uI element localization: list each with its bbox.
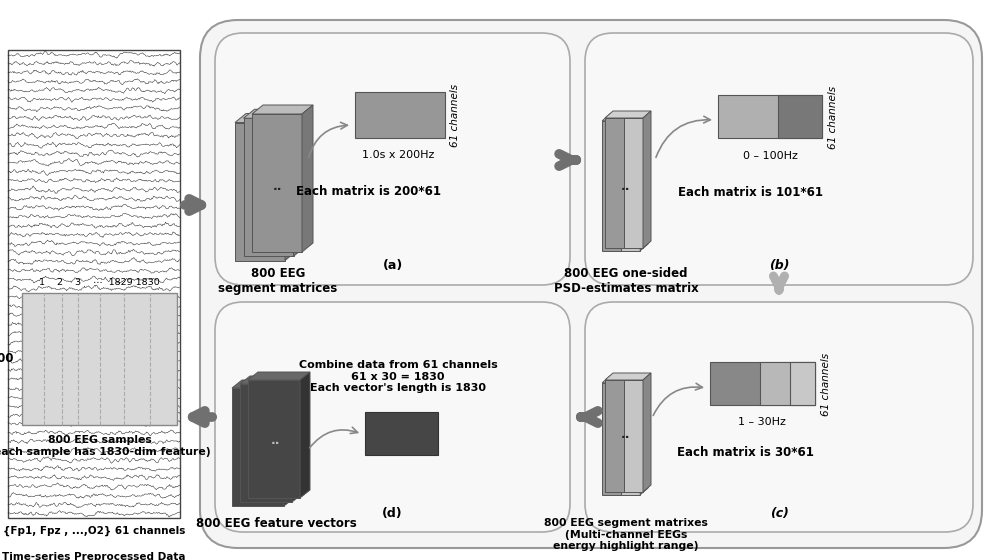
Polygon shape (244, 109, 304, 118)
Text: Each matrix is 30*61: Each matrix is 30*61 (677, 446, 813, 459)
Polygon shape (621, 383, 640, 495)
Polygon shape (602, 121, 621, 251)
Text: Combine data from 61 channels
61 x 30 = 1830
Each vector's length is 1830: Combine data from 61 channels 61 x 30 = … (299, 360, 497, 393)
FancyBboxPatch shape (8, 50, 180, 518)
Polygon shape (643, 111, 651, 248)
Text: 1.0s x 200Hz: 1.0s x 200Hz (362, 150, 434, 160)
Polygon shape (640, 376, 648, 495)
Polygon shape (285, 114, 296, 260)
Text: 800 EEG one-sided
PSD-estimates matrix: 800 EEG one-sided PSD-estimates matrix (554, 267, 698, 295)
Polygon shape (605, 380, 624, 492)
Polygon shape (232, 388, 284, 506)
FancyBboxPatch shape (585, 302, 973, 532)
Polygon shape (605, 111, 651, 118)
Text: (b): (b) (769, 259, 789, 272)
Text: Each matrix is 200*61: Each matrix is 200*61 (296, 185, 440, 198)
Text: 1 – 30Hz: 1 – 30Hz (738, 417, 786, 427)
Text: 800 EEG feature vectors: 800 EEG feature vectors (196, 517, 356, 530)
Polygon shape (355, 92, 445, 138)
Text: ..: .. (271, 433, 281, 446)
Polygon shape (300, 372, 310, 498)
Text: Time-series Preprocessed Data: Time-series Preprocessed Data (2, 552, 186, 560)
Text: (a): (a) (382, 259, 403, 272)
Polygon shape (778, 95, 822, 138)
Polygon shape (294, 109, 304, 256)
FancyBboxPatch shape (22, 293, 177, 425)
Polygon shape (605, 373, 651, 380)
Text: {Fp1, Fpz , ...,O2} 61 channels: {Fp1, Fpz , ...,O2} 61 channels (3, 526, 185, 536)
Polygon shape (624, 380, 643, 492)
Text: (d): (d) (382, 507, 403, 520)
Polygon shape (605, 118, 624, 248)
Polygon shape (240, 384, 292, 502)
Text: (c): (c) (770, 507, 788, 520)
Polygon shape (252, 105, 313, 114)
Text: 1    2    3    ⋯  1829 1830: 1 2 3 ⋯ 1829 1830 (39, 278, 160, 287)
Polygon shape (710, 362, 815, 405)
Polygon shape (718, 95, 822, 138)
FancyBboxPatch shape (215, 302, 570, 532)
Text: 0 – 100Hz: 0 – 100Hz (743, 151, 797, 161)
Text: 61 channels: 61 channels (828, 86, 838, 148)
Polygon shape (302, 105, 313, 252)
Text: 800 EEG segment matrixes
(Multi-channel EEGs
energy highlight range): 800 EEG segment matrixes (Multi-channel … (544, 518, 708, 551)
Polygon shape (232, 380, 294, 388)
Text: 61 channels: 61 channels (450, 83, 460, 147)
Polygon shape (244, 118, 294, 256)
FancyBboxPatch shape (200, 20, 982, 548)
FancyBboxPatch shape (215, 33, 570, 285)
Polygon shape (248, 380, 300, 498)
Polygon shape (235, 114, 296, 123)
Text: ..: .. (621, 180, 631, 193)
Polygon shape (248, 372, 310, 380)
Text: ..: .. (621, 428, 631, 441)
Polygon shape (602, 383, 621, 495)
Polygon shape (602, 376, 648, 383)
Polygon shape (365, 412, 438, 455)
Polygon shape (621, 121, 640, 251)
Text: Each matrix is 101*61: Each matrix is 101*61 (678, 186, 822, 199)
Polygon shape (760, 362, 815, 405)
Polygon shape (643, 373, 651, 492)
Polygon shape (790, 362, 815, 405)
Polygon shape (602, 114, 648, 121)
Polygon shape (252, 114, 302, 252)
Polygon shape (640, 114, 648, 251)
Polygon shape (292, 376, 302, 502)
Text: 800 EEG samples
(each sample has 1830-dim feature): 800 EEG samples (each sample has 1830-di… (0, 435, 210, 456)
FancyBboxPatch shape (585, 33, 973, 285)
Text: 61 channels: 61 channels (821, 352, 831, 416)
Polygon shape (235, 123, 285, 260)
Polygon shape (624, 118, 643, 248)
Polygon shape (284, 380, 294, 506)
Text: 800: 800 (0, 352, 14, 366)
Polygon shape (240, 376, 302, 384)
Text: 800 EEG
segment matrices: 800 EEG segment matrices (218, 267, 338, 295)
Text: ..: .. (273, 180, 283, 193)
